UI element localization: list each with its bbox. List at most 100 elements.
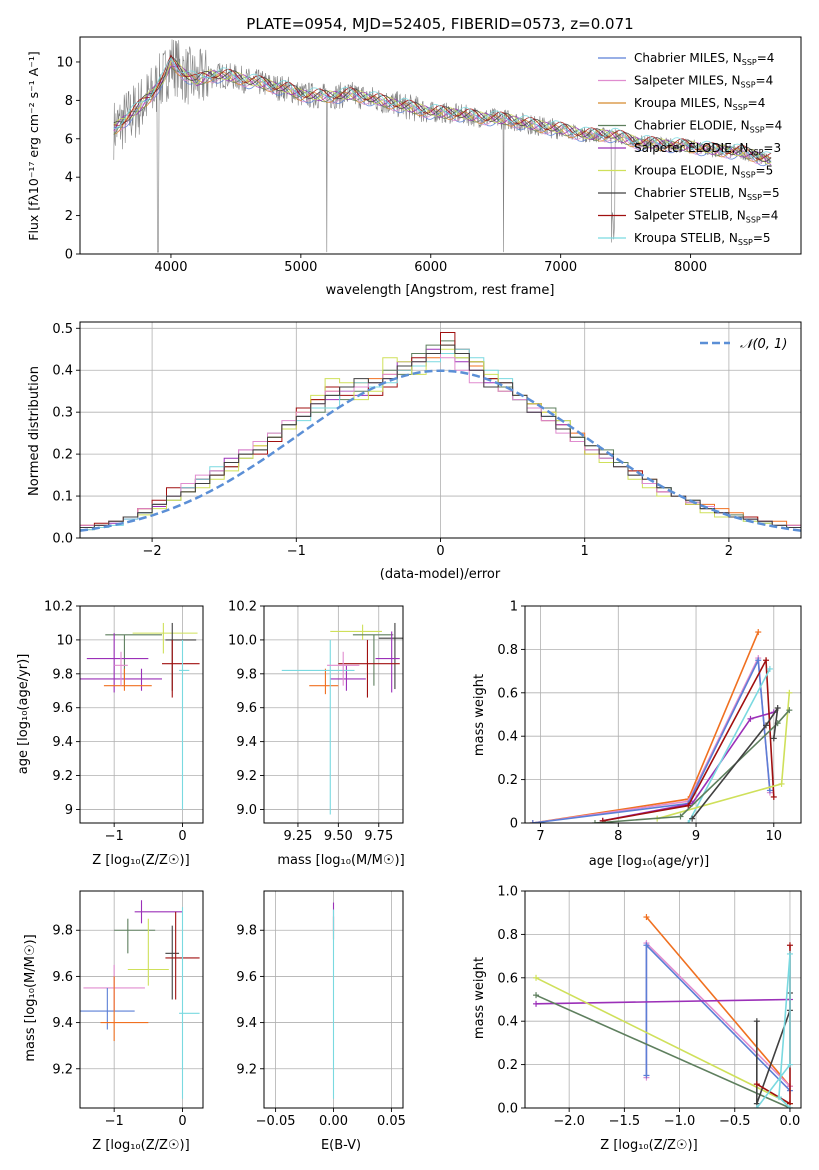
spectrum-xlabel: wavelength [Angstrom, rest frame] (326, 283, 555, 298)
weight-point-marker (533, 1000, 540, 1007)
y-tick-label: 9.4 (52, 735, 73, 750)
legend-value: =4 (757, 51, 775, 65)
y-tick-label: 9.8 (52, 924, 73, 939)
legend-entry: Salpeter ELODIE, NSSP=3 (634, 141, 781, 157)
weight-vs-Z-xlabel: Z [log₁₀(Z/Z☉)] (600, 1138, 697, 1153)
weight-point-marker (643, 1072, 650, 1079)
weight-series-line (691, 707, 779, 820)
y-tick-label: 0 (510, 817, 518, 832)
weight-point-marker (643, 942, 650, 949)
x-tick-label: 9.75 (364, 829, 393, 844)
weight-point-marker (677, 813, 684, 820)
gaussian-legend-label: 𝒩(0, 1) (740, 337, 787, 352)
y-tick-label: 0.0 (497, 1102, 518, 1117)
residual-hist-xlabel: (data-model)/error (380, 567, 501, 582)
age-vs-Z-ylabel: age [log₁₀(age/yr)] (16, 654, 31, 775)
weight-point-marker (685, 802, 692, 809)
error-cross (162, 639, 200, 698)
legend-subscript: SSP (741, 81, 756, 90)
mass-vs-ebv-xlabel: E(B-V) (321, 1138, 361, 1153)
error-cross (330, 624, 382, 640)
x-tick-label: 0 (436, 544, 444, 559)
x-tick-label: 8 (614, 829, 622, 844)
y-tick-label: 9.6 (52, 701, 73, 716)
legend-entry: Kroupa MILES, NSSP=4 (634, 96, 765, 112)
weight-point-marker (747, 715, 754, 722)
ticks: −1 0 9 9.2 9.4 9.6 9.8 10 10.2 (44, 600, 187, 845)
age-vs-mass-panel: 9.25 9.50 9.75 9.0 9.2 9.4 9.6 9.8 10.0 10.2 mass… (228, 600, 405, 869)
residual-hist-ylabel: Normed distribution (27, 366, 42, 496)
weight-point-marker (786, 942, 793, 949)
weight-point-marker (786, 1105, 793, 1108)
y-tick-label: 0.5 (52, 322, 73, 337)
ticks: −2.0 −1.5 −1.0 −0.5 0.0 0.0 0.2 0.4 0.6 0.8 1.0 (497, 885, 800, 1130)
y-tick-label: 9.6 (236, 970, 257, 985)
weight-series-line (535, 994, 791, 1108)
axes-frame (79, 36, 802, 255)
ticks: −1 0 9.2 9.4 9.6 9.8 (52, 924, 186, 1129)
weight-vs-Z-axes-content: −2.0 −1.5 −1.0 −0.5 0.0 0.0 0.2 0.4 0.6 0.8 1.0 (497, 885, 802, 1130)
weight-point-marker (685, 820, 692, 823)
legend-value: =4 (761, 209, 779, 223)
x-tick-label: −0.05 (256, 1114, 296, 1129)
weight-point-marker (778, 780, 785, 787)
y-tick-label: 9.2 (236, 769, 257, 784)
error-cross (165, 925, 180, 1000)
weight-series-line (687, 668, 771, 823)
x-tick-label: 8000 (674, 260, 707, 275)
model-spectrum-line (113, 55, 772, 163)
x-tick-label: 9.50 (324, 829, 353, 844)
age-vs-Z-axes-content: −1 0 9 9.2 9.4 9.6 9.8 10 10.2 (44, 600, 204, 845)
legend-entry: Chabrier ELODIE, NSSP=4 (634, 119, 782, 135)
y-tick-label: 10 (56, 633, 73, 648)
weight-vs-Z-ylabel: mass weight (472, 957, 487, 1039)
axes-frame (524, 890, 802, 1109)
error-cross (375, 631, 400, 693)
weight-point-marker (591, 820, 598, 823)
axes-frame (524, 605, 802, 824)
weight-series-line (594, 709, 790, 823)
y-tick-label: 0.4 (497, 730, 518, 745)
model-spectrum-line (113, 66, 772, 163)
mass-vs-ebv-panel: −0.05 0.00 0.05 9.2 9.4 9.6 9.8 E(B-V) (236, 890, 406, 1153)
y-tick-label: 10 (56, 55, 73, 70)
axes-frame (79, 321, 802, 539)
y-tick-label: 0.4 (497, 1015, 518, 1030)
y-tick-label: 0.8 (497, 643, 518, 658)
mass-vs-Z-axes-content: −1 0 9.2 9.4 9.6 9.8 (52, 890, 204, 1129)
legend-subscript: SSP (747, 193, 762, 202)
weight-point-marker (753, 1018, 760, 1025)
model-spectrum-line (113, 57, 772, 158)
residual-hist-panel: −2 −1 0 1 2 0.0 0.1 0.2 0.3 0.4 0.5 𝒩(0, 1) (data-m… (27, 321, 802, 582)
weight-series-line (535, 977, 791, 1105)
x-tick-label: 7 (536, 829, 544, 844)
weight-series-line (535, 998, 791, 1005)
weight-point-marker (689, 815, 696, 822)
x-tick-label: −2.0 (553, 1114, 585, 1129)
y-tick-label: 10.2 (228, 600, 257, 615)
x-tick-label: 0 (178, 1114, 186, 1129)
x-tick-label: −1.0 (664, 1114, 696, 1129)
ticks: 9.25 9.50 9.75 9.0 9.2 9.4 9.6 9.8 10.0 10.2 (228, 600, 393, 845)
error-cross (338, 639, 400, 698)
x-tick-label: 5000 (284, 260, 317, 275)
legend-subscript: SSP (733, 103, 748, 112)
weight-point-marker (763, 722, 770, 729)
error-cross (127, 918, 169, 986)
error-cross (352, 634, 394, 686)
x-tick-label: 4000 (154, 260, 187, 275)
weight-point-marker (786, 689, 793, 696)
figure-title: PLATE=0954, MJD=52405, FIBERID=0573, z=0… (246, 15, 633, 33)
weight-series-line (602, 657, 775, 822)
error-cross (309, 668, 339, 695)
y-tick-label: 0.0 (52, 532, 73, 547)
weight-point-marker (753, 1105, 760, 1108)
legend-subscript: SSP (741, 171, 756, 180)
weight-point-marker (763, 657, 770, 664)
ticks: −2 −1 0 1 2 0.0 0.1 0.2 0.3 0.4 0.5 (52, 322, 733, 559)
error-cross (378, 622, 403, 690)
weight-point-marker (766, 665, 773, 672)
